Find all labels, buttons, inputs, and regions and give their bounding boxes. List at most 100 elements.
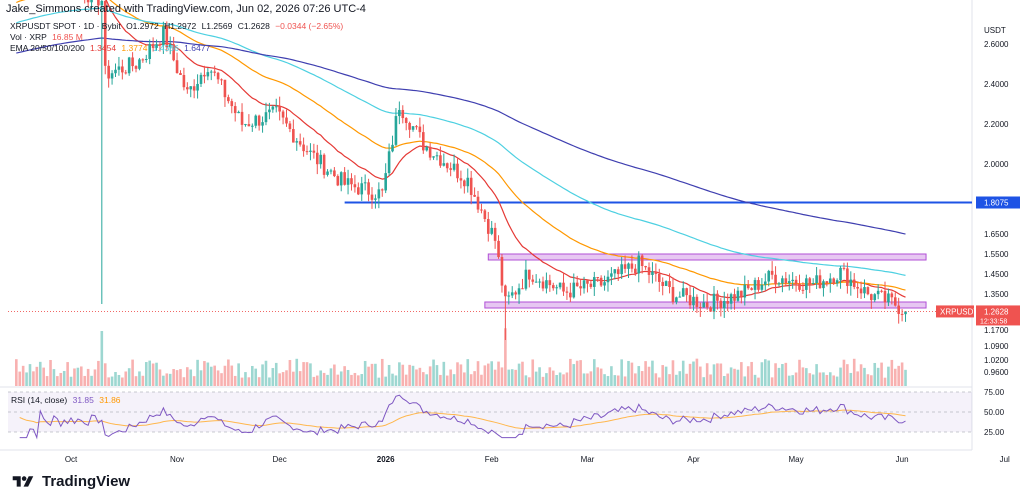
volume-bar [750, 361, 753, 386]
candle-body [750, 288, 753, 290]
volume-bar [302, 362, 305, 386]
time-tick-label: May [789, 455, 804, 464]
candle-body [326, 171, 329, 175]
candle-body [339, 172, 343, 186]
volume-bar [746, 366, 750, 386]
volume-bar [25, 372, 28, 386]
volume-bar [883, 377, 887, 386]
legend-open: O1.2972 [126, 21, 159, 31]
candle-body [452, 163, 456, 170]
candle-body [562, 282, 565, 292]
time-tick-label: Feb [485, 455, 499, 464]
volume-bar [825, 374, 829, 386]
volume-bar [483, 365, 487, 386]
candle-body [524, 269, 528, 289]
candle-body [668, 281, 671, 288]
candle-body [144, 58, 148, 60]
time-tick-label: Jul [1000, 455, 1010, 464]
volume-bar [787, 375, 791, 386]
volume-bar [859, 364, 863, 386]
volume-bar [199, 370, 203, 386]
candle-body [244, 124, 247, 126]
legend-ema-row[interactable]: EMA 20/50/100/200 1.3454 1.3774 1.4386 1… [10, 43, 343, 54]
candle-body [114, 69, 117, 74]
volume-bar [93, 369, 97, 386]
volume-bar [579, 360, 582, 386]
candle-body [579, 286, 582, 289]
candle-body [428, 146, 432, 158]
candle-body [880, 290, 883, 292]
candle-body [770, 270, 774, 275]
candle-body [569, 292, 572, 298]
ema100-line [16, 7, 906, 276]
candle-body [541, 281, 545, 289]
legend-ohlc-row[interactable]: XRPUSDT SPOT · 1D · Bybit O1.2972 H1.297… [10, 21, 343, 32]
volume-bar [842, 359, 846, 386]
candle-body [415, 126, 418, 128]
volume-bar [90, 375, 93, 386]
candle-body [767, 270, 771, 282]
candle-body [292, 129, 295, 143]
candle-body [237, 111, 240, 114]
volume-bar [767, 360, 771, 386]
candle-body [606, 276, 610, 283]
candle-body [387, 151, 391, 174]
candle-body [175, 60, 179, 74]
volume-bar [408, 364, 411, 386]
candle-body [876, 290, 880, 295]
candle-body [811, 283, 815, 285]
tradingview-brand[interactable]: TradingView [10, 473, 130, 490]
volume-bar [59, 372, 63, 386]
volume-bar [172, 369, 175, 386]
candles-group [84, 0, 907, 340]
volume-bar [507, 369, 511, 386]
price-tick-label: 2.6000 [984, 40, 1009, 49]
volume-bar [449, 369, 452, 386]
volume-bar [21, 365, 25, 386]
volume-bar [387, 364, 391, 386]
volume-bar [432, 359, 435, 386]
volume-bar [794, 372, 798, 386]
volume-bar [370, 363, 374, 386]
candle-body [859, 288, 863, 294]
volume-bar [285, 370, 288, 386]
candle-body [442, 163, 446, 166]
candle-body [315, 152, 319, 165]
candle-body [357, 187, 360, 195]
volume-bar [196, 359, 199, 386]
volume-bar [781, 364, 784, 386]
volume-bar [770, 377, 774, 386]
candle-body [593, 277, 596, 287]
volume-bar [326, 374, 329, 386]
volume-bar [651, 360, 654, 386]
volume-bar [740, 362, 743, 386]
candle-body [712, 293, 716, 312]
volume-bar [640, 371, 644, 386]
volume-bar [339, 371, 343, 386]
volume-bar [856, 371, 859, 386]
rsi-legend[interactable]: RSI (14, close) 31.85 31.86 [11, 395, 121, 405]
volume-bar [476, 361, 480, 386]
candle-body [363, 182, 367, 184]
candle-body [517, 288, 521, 295]
legend-vol-value: 16.85 M [52, 32, 83, 42]
candle-body [661, 281, 664, 287]
legend-volume-row[interactable]: Vol · XRP 16.85 M [10, 32, 343, 43]
candle-body [463, 180, 466, 187]
volume-bar [103, 363, 107, 386]
candle-body [545, 280, 548, 289]
candle-body [794, 279, 798, 284]
volume-bar [394, 375, 398, 386]
candle-body [764, 281, 767, 285]
time-tick-label: Jun [896, 455, 909, 464]
candle-body [839, 267, 842, 281]
candle-body [141, 59, 145, 61]
candle-body [904, 311, 907, 315]
candle-body [179, 73, 182, 76]
legend-ema50: 1.3774 [121, 43, 148, 53]
volume-bar [822, 372, 825, 386]
volume-bar [315, 375, 319, 386]
candle-body [746, 284, 750, 289]
volume-bar [712, 364, 716, 386]
